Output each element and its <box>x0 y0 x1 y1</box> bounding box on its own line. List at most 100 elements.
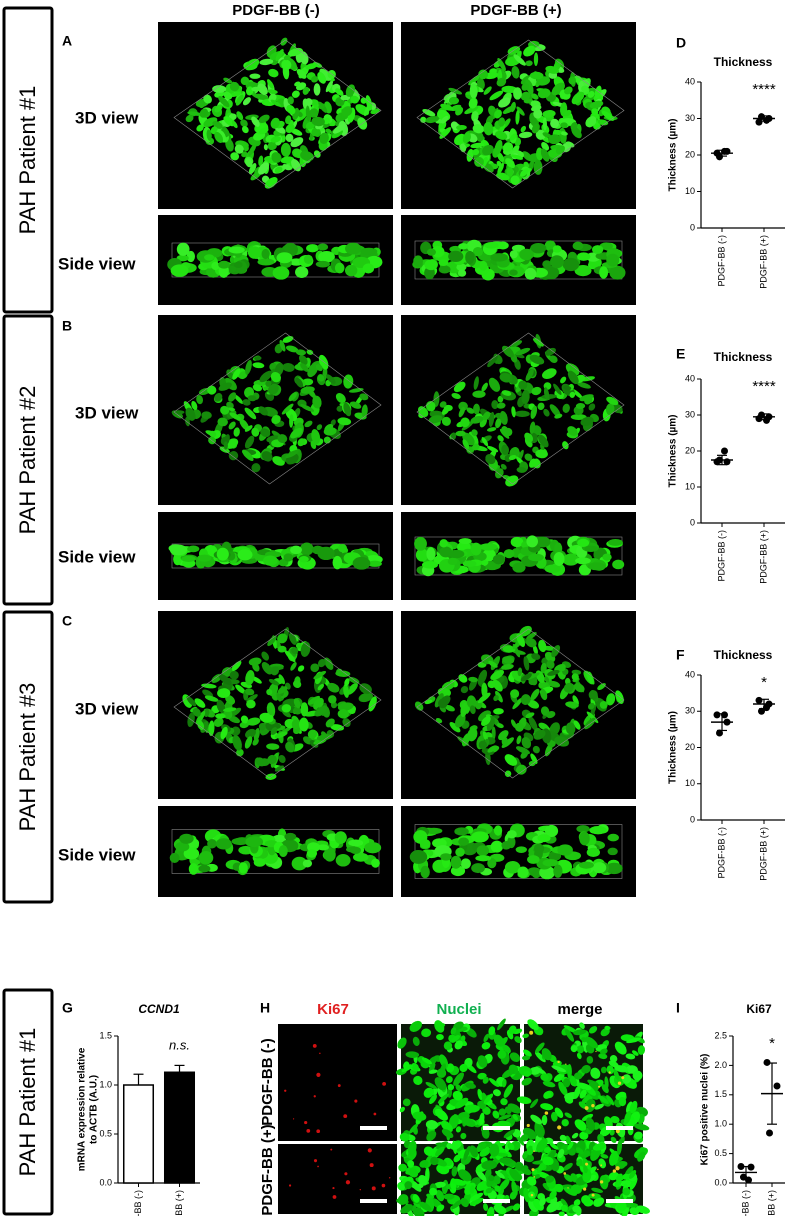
cell <box>302 859 313 868</box>
cell <box>185 407 196 421</box>
y-axis-label: Thickness (µm) <box>668 711 679 784</box>
cell <box>470 542 482 556</box>
cell <box>220 405 230 415</box>
cell <box>530 242 547 254</box>
cell <box>278 674 286 685</box>
cell <box>532 645 538 655</box>
cell <box>512 562 526 573</box>
y-tick-label: 0 <box>690 222 695 232</box>
cell <box>285 741 295 753</box>
cell <box>472 124 485 134</box>
cell <box>226 401 234 409</box>
significance: **** <box>752 378 776 395</box>
ki67-signal <box>544 1111 549 1115</box>
nucleus <box>453 1021 464 1031</box>
cell <box>207 838 217 849</box>
cell <box>494 109 502 119</box>
cell <box>524 267 537 280</box>
cell <box>496 160 502 167</box>
significance: * <box>769 1035 775 1052</box>
cell <box>197 719 205 731</box>
cell <box>576 252 591 261</box>
cell <box>217 688 231 699</box>
y-tick-label: 1.5 <box>714 1089 727 1099</box>
cell <box>579 831 590 846</box>
nucleus <box>507 1103 522 1114</box>
cell <box>498 117 505 127</box>
cell <box>318 250 335 263</box>
cell <box>196 394 204 405</box>
cell <box>192 707 201 717</box>
cell <box>587 91 595 98</box>
cell <box>537 402 545 410</box>
cell <box>169 852 180 863</box>
cell <box>257 258 275 266</box>
cells <box>171 336 369 473</box>
x-tick-label: PDGF-BB (-) <box>716 827 726 879</box>
cell <box>538 722 549 731</box>
cell <box>277 633 288 644</box>
cell <box>317 683 325 691</box>
nucleus <box>543 1091 552 1099</box>
cell <box>277 434 288 444</box>
ki67-signal <box>373 1112 377 1116</box>
cell <box>316 734 332 741</box>
cell <box>275 49 284 62</box>
cell <box>223 77 233 84</box>
ki67-signal <box>330 1148 333 1151</box>
cell <box>607 847 618 856</box>
cell <box>214 104 223 113</box>
cell <box>245 359 252 375</box>
micrograph <box>278 1024 397 1141</box>
cell <box>344 678 350 687</box>
cell <box>502 656 515 665</box>
cell <box>502 645 516 653</box>
cell <box>274 166 283 174</box>
cell <box>543 387 550 401</box>
cell <box>278 754 286 763</box>
cell <box>278 845 288 858</box>
view-label: 3D view <box>75 108 139 127</box>
cell <box>471 429 478 436</box>
cell <box>214 90 225 98</box>
cell <box>317 374 325 382</box>
cell <box>271 414 281 425</box>
view-label: Side view <box>58 547 136 566</box>
cell <box>281 403 294 415</box>
cell <box>606 693 616 706</box>
cell <box>360 247 378 255</box>
cell <box>198 100 205 109</box>
cell <box>307 362 319 378</box>
cell <box>330 419 336 426</box>
volume-outline <box>416 332 625 485</box>
cell <box>270 727 278 735</box>
cell <box>500 464 507 470</box>
cell <box>310 663 320 673</box>
cell <box>490 840 504 853</box>
cell <box>323 427 337 436</box>
nucleus <box>425 1082 437 1089</box>
cell <box>300 386 315 394</box>
panel-letter: H <box>260 1000 270 1016</box>
cell <box>544 824 559 837</box>
cell <box>565 722 576 735</box>
cell <box>495 131 508 140</box>
nucleus <box>436 1033 444 1041</box>
y-tick-label: 0.5 <box>714 1148 727 1158</box>
cell <box>229 91 242 97</box>
cell <box>562 441 569 450</box>
cell <box>282 164 292 171</box>
nucleus <box>446 1063 455 1073</box>
cell <box>280 156 295 164</box>
cell <box>228 451 239 461</box>
cell <box>453 381 466 393</box>
cell <box>332 555 343 570</box>
cell <box>458 837 469 846</box>
cell <box>270 371 282 383</box>
y-tick-label: 2.0 <box>714 1060 727 1070</box>
cell <box>488 377 501 392</box>
cell <box>305 98 313 106</box>
cell <box>307 729 318 739</box>
cell <box>485 453 496 465</box>
